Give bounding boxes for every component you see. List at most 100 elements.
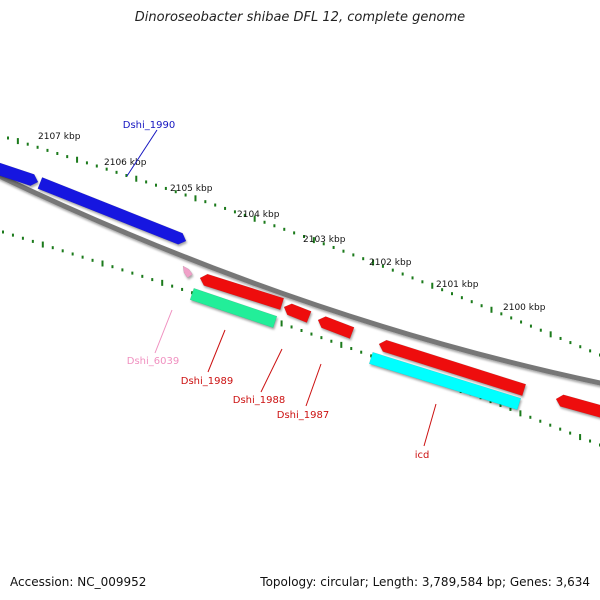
scale-tick-minor bbox=[81, 255, 84, 259]
scale-tick-minor bbox=[539, 419, 542, 423]
scale-tick-minor bbox=[171, 284, 174, 288]
gene-label[interactable]: Dshi_1988 bbox=[233, 395, 285, 406]
scale-tick-major bbox=[161, 279, 164, 286]
scale-tick-minor bbox=[529, 415, 532, 419]
scale-tick-minor bbox=[115, 170, 118, 174]
scale-label: 2106 kbp bbox=[104, 158, 147, 168]
scale-tick-major bbox=[340, 341, 343, 348]
scale-label: 2103 kbp bbox=[303, 235, 346, 245]
scale-tick-minor bbox=[441, 288, 444, 292]
scale-label: 2104 kbp bbox=[237, 210, 280, 220]
scale-tick-minor bbox=[589, 349, 592, 353]
scale-tick-minor bbox=[350, 347, 353, 351]
scale-label: 2102 kbp bbox=[369, 258, 412, 268]
scale-tick-minor bbox=[559, 336, 562, 340]
scale-tick-minor bbox=[509, 407, 512, 411]
scale-tick-minor bbox=[549, 423, 552, 427]
scale-tick-major bbox=[253, 215, 256, 222]
gene-arrow[interactable] bbox=[37, 177, 187, 245]
scale-tick-minor bbox=[352, 253, 355, 257]
scale-tick-minor bbox=[589, 439, 592, 443]
gene-label[interactable]: Dshi_6039 bbox=[127, 356, 179, 367]
scale-tick-minor bbox=[460, 296, 463, 300]
scale-tick-major bbox=[549, 331, 552, 338]
gene-arrow[interactable] bbox=[555, 394, 600, 420]
scale-tick-minor bbox=[499, 404, 502, 407]
scale-tick-major bbox=[135, 175, 138, 182]
scale-label: 2100 kbp bbox=[503, 303, 546, 313]
length-value: 3,789,584 bp bbox=[421, 575, 502, 589]
scale-tick-minor bbox=[164, 186, 167, 190]
scale-tick-minor bbox=[214, 203, 217, 207]
genome-stats-footer: Topology: circular; Length: 3,789,584 bp… bbox=[260, 575, 590, 589]
scale-tick-minor bbox=[421, 280, 424, 284]
scale-tick-minor bbox=[500, 312, 503, 316]
scale-tick-minor bbox=[125, 174, 128, 178]
scale-tick-minor bbox=[283, 227, 286, 231]
scale-tick-minor bbox=[191, 291, 194, 295]
scale-tick-minor bbox=[391, 268, 394, 272]
scale-tick-minor bbox=[105, 167, 108, 171]
scale-tick-major bbox=[490, 306, 493, 313]
gene-arrow[interactable] bbox=[317, 316, 355, 339]
scale-labels: 2107 kbp 2106 kbp 2105 kbp 2104 kbp 2103 kbp… bbox=[38, 132, 546, 313]
scale-label: 2105 kbp bbox=[170, 184, 213, 194]
scale-tick-minor bbox=[293, 231, 296, 235]
genes-label: Genes: bbox=[509, 575, 552, 589]
scale-tick-minor bbox=[579, 345, 582, 349]
length-label: Length: bbox=[372, 575, 419, 589]
scale-tick-minor bbox=[360, 350, 363, 354]
scale-tick-minor bbox=[21, 236, 24, 240]
scale-label: 2101 kbp bbox=[436, 280, 479, 290]
scale-tick-minor bbox=[51, 246, 54, 250]
scale-tick-minor bbox=[233, 210, 236, 214]
scale-tick-major bbox=[41, 241, 44, 248]
scale-tick-minor bbox=[342, 249, 345, 253]
gene-arrow[interactable] bbox=[0, 160, 39, 187]
scale-tick-minor bbox=[303, 235, 305, 238]
scale-tick-minor bbox=[71, 252, 74, 256]
scale-tick-minor bbox=[151, 278, 154, 282]
scale-tick-major bbox=[312, 237, 315, 244]
scale-tick-major bbox=[372, 259, 375, 266]
scale-tick-major bbox=[579, 434, 582, 441]
scale-tick-minor bbox=[56, 151, 59, 155]
scale-tick-minor bbox=[224, 206, 227, 210]
gene-label-leader bbox=[260, 348, 283, 393]
scale-tick-minor bbox=[26, 142, 29, 146]
genome-backbone bbox=[0, 173, 600, 386]
accession-label: Accession: bbox=[10, 575, 74, 589]
scale-tick-major bbox=[280, 320, 283, 327]
gene-arrow[interactable] bbox=[378, 339, 527, 397]
scale-ticks-outer bbox=[7, 136, 600, 357]
scale-tick-minor bbox=[362, 257, 365, 261]
scale-tick-minor bbox=[91, 258, 94, 262]
scale-tick-minor bbox=[46, 148, 49, 152]
gene-label[interactable]: Dshi_1987 bbox=[277, 410, 329, 421]
gene-label[interactable]: Dshi_1990 bbox=[123, 120, 175, 131]
genes-value: 3,634 bbox=[555, 575, 590, 589]
gene-label[interactable]: Dshi_1989 bbox=[181, 376, 233, 387]
gene-arrow[interactable] bbox=[283, 303, 312, 323]
scale-tick-minor bbox=[263, 220, 266, 224]
scale-tick-minor bbox=[36, 145, 39, 149]
gene-label-leader bbox=[126, 129, 158, 177]
gene-arrow[interactable] bbox=[199, 273, 285, 311]
scale-tick-minor bbox=[480, 304, 483, 308]
scale-tick-minor bbox=[411, 276, 414, 280]
gene-arrow[interactable] bbox=[368, 351, 522, 411]
scale-tick-minor bbox=[11, 233, 14, 237]
gene-label[interactable]: icd bbox=[415, 450, 430, 461]
scale-tick-minor bbox=[559, 427, 562, 431]
scale-tick-minor bbox=[300, 329, 303, 332]
gene-label-leader bbox=[207, 329, 226, 373]
gene-label-leader bbox=[423, 403, 437, 447]
scale-tick-minor bbox=[569, 431, 572, 435]
gene-arrow[interactable] bbox=[189, 287, 278, 329]
gene-arrow[interactable] bbox=[182, 265, 193, 279]
scale-tick-minor bbox=[320, 336, 323, 340]
scale-tick-minor bbox=[370, 354, 373, 358]
